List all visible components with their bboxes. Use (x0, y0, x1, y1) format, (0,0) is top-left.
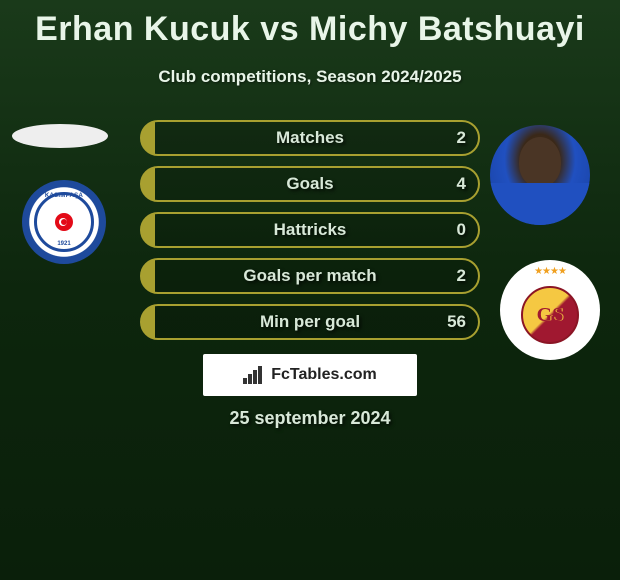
brand-text: FcTables.com (271, 366, 377, 384)
stat-value: 56 (447, 312, 466, 332)
stat-value: 2 (457, 266, 466, 286)
stat-row: Min per goal56 (140, 304, 480, 340)
stat-label: Goals per match (142, 266, 478, 286)
stat-label: Hattricks (142, 220, 478, 240)
stat-value: 2 (457, 128, 466, 148)
club-left-badge (22, 180, 106, 264)
date-text: 25 september 2024 (0, 408, 620, 429)
club-right-badge: ★★★★ GS (500, 260, 600, 360)
brand-box[interactable]: FcTables.com (203, 354, 417, 396)
stat-row: Goals4 (140, 166, 480, 202)
stat-label: Min per goal (142, 312, 478, 332)
stats-bars: Matches2Goals4Hattricks0Goals per match2… (140, 120, 480, 350)
stat-row: Matches2 (140, 120, 480, 156)
subtitle: Club competitions, Season 2024/2025 (0, 67, 620, 87)
player-right-avatar (490, 125, 590, 225)
stat-label: Goals (142, 174, 478, 194)
chart-icon (243, 366, 265, 384)
stat-value: 0 (457, 220, 466, 240)
stat-value: 4 (457, 174, 466, 194)
player-left-avatar (12, 124, 108, 148)
page-title: Erhan Kucuk vs Michy Batshuayi (0, 0, 620, 49)
stat-label: Matches (142, 128, 478, 148)
stat-row: Goals per match2 (140, 258, 480, 294)
stat-row: Hattricks0 (140, 212, 480, 248)
